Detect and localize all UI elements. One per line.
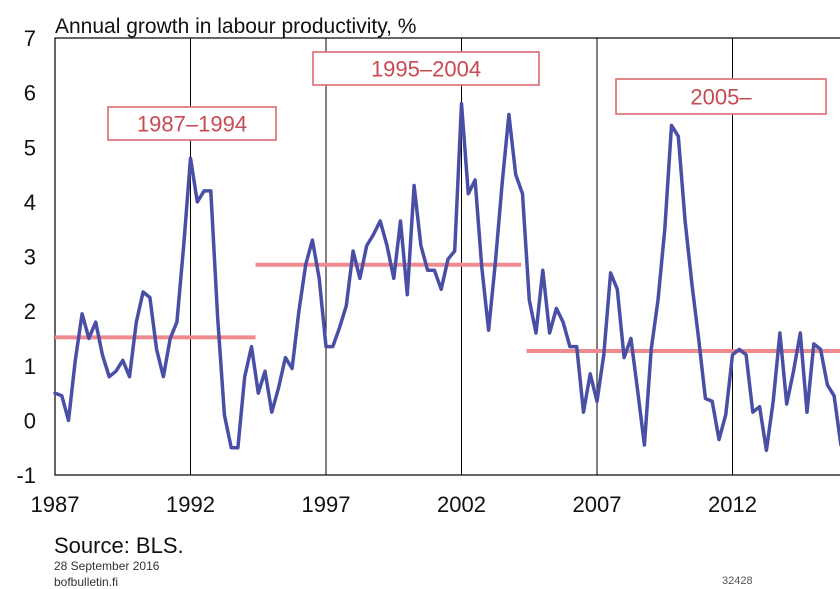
x-tick-label: 1992 bbox=[166, 492, 215, 517]
period-labels: 1987–1994 1995–2004 2005– bbox=[107, 51, 827, 141]
period-label-frame bbox=[615, 78, 827, 115]
chart-title: Annual growth in labour productivity, % bbox=[55, 15, 416, 38]
chart-code: 32428 bbox=[722, 575, 753, 587]
x-tick-label: 1997 bbox=[302, 492, 351, 517]
y-axis-ticks: 7 6 5 4 3 2 1 0 -1 bbox=[16, 26, 36, 488]
period-label-box: 1987–1994 bbox=[107, 106, 277, 141]
y-tick-label: 6 bbox=[24, 81, 36, 106]
period-label-frame bbox=[107, 106, 277, 141]
y-tick-label: 0 bbox=[24, 408, 36, 433]
period-label-text: 2005– bbox=[690, 85, 752, 110]
site-label: bofbulletin.fi bbox=[54, 575, 119, 589]
period-label-text: 1987–1994 bbox=[137, 112, 247, 137]
y-tick-label: 7 bbox=[24, 26, 36, 51]
period-label-box: 1995–2004 bbox=[312, 51, 540, 86]
productivity-chart: Annual growth in labour productivity, % … bbox=[16, 15, 840, 517]
period-label-box: 2005– bbox=[615, 78, 827, 115]
date-label: 28 September 2016 bbox=[54, 559, 160, 573]
y-tick-label: -1 bbox=[16, 463, 36, 488]
y-tick-label: 1 bbox=[24, 354, 36, 379]
y-tick-label: 4 bbox=[24, 190, 36, 215]
series-line-0 bbox=[53, 101, 840, 453]
x-tick-label: 1987 bbox=[31, 492, 80, 517]
y-tick-label: 3 bbox=[24, 245, 36, 270]
x-tick-label: 2007 bbox=[573, 492, 622, 517]
y-tick-label: 2 bbox=[24, 299, 36, 324]
period-means bbox=[55, 262, 840, 354]
period-label-frame bbox=[312, 51, 540, 86]
x-axis-ticks: 1987 1992 1997 2002 2007 2012 bbox=[31, 492, 757, 517]
x-tick-label: 2012 bbox=[708, 492, 757, 517]
plot-area-frame bbox=[54, 37, 840, 476]
x-tick-label: 2002 bbox=[437, 492, 486, 517]
period-label-text: 1995–2004 bbox=[371, 57, 481, 82]
series-group bbox=[53, 101, 840, 453]
y-tick-label: 5 bbox=[24, 135, 36, 160]
source-label: Source: BLS. bbox=[54, 533, 184, 558]
